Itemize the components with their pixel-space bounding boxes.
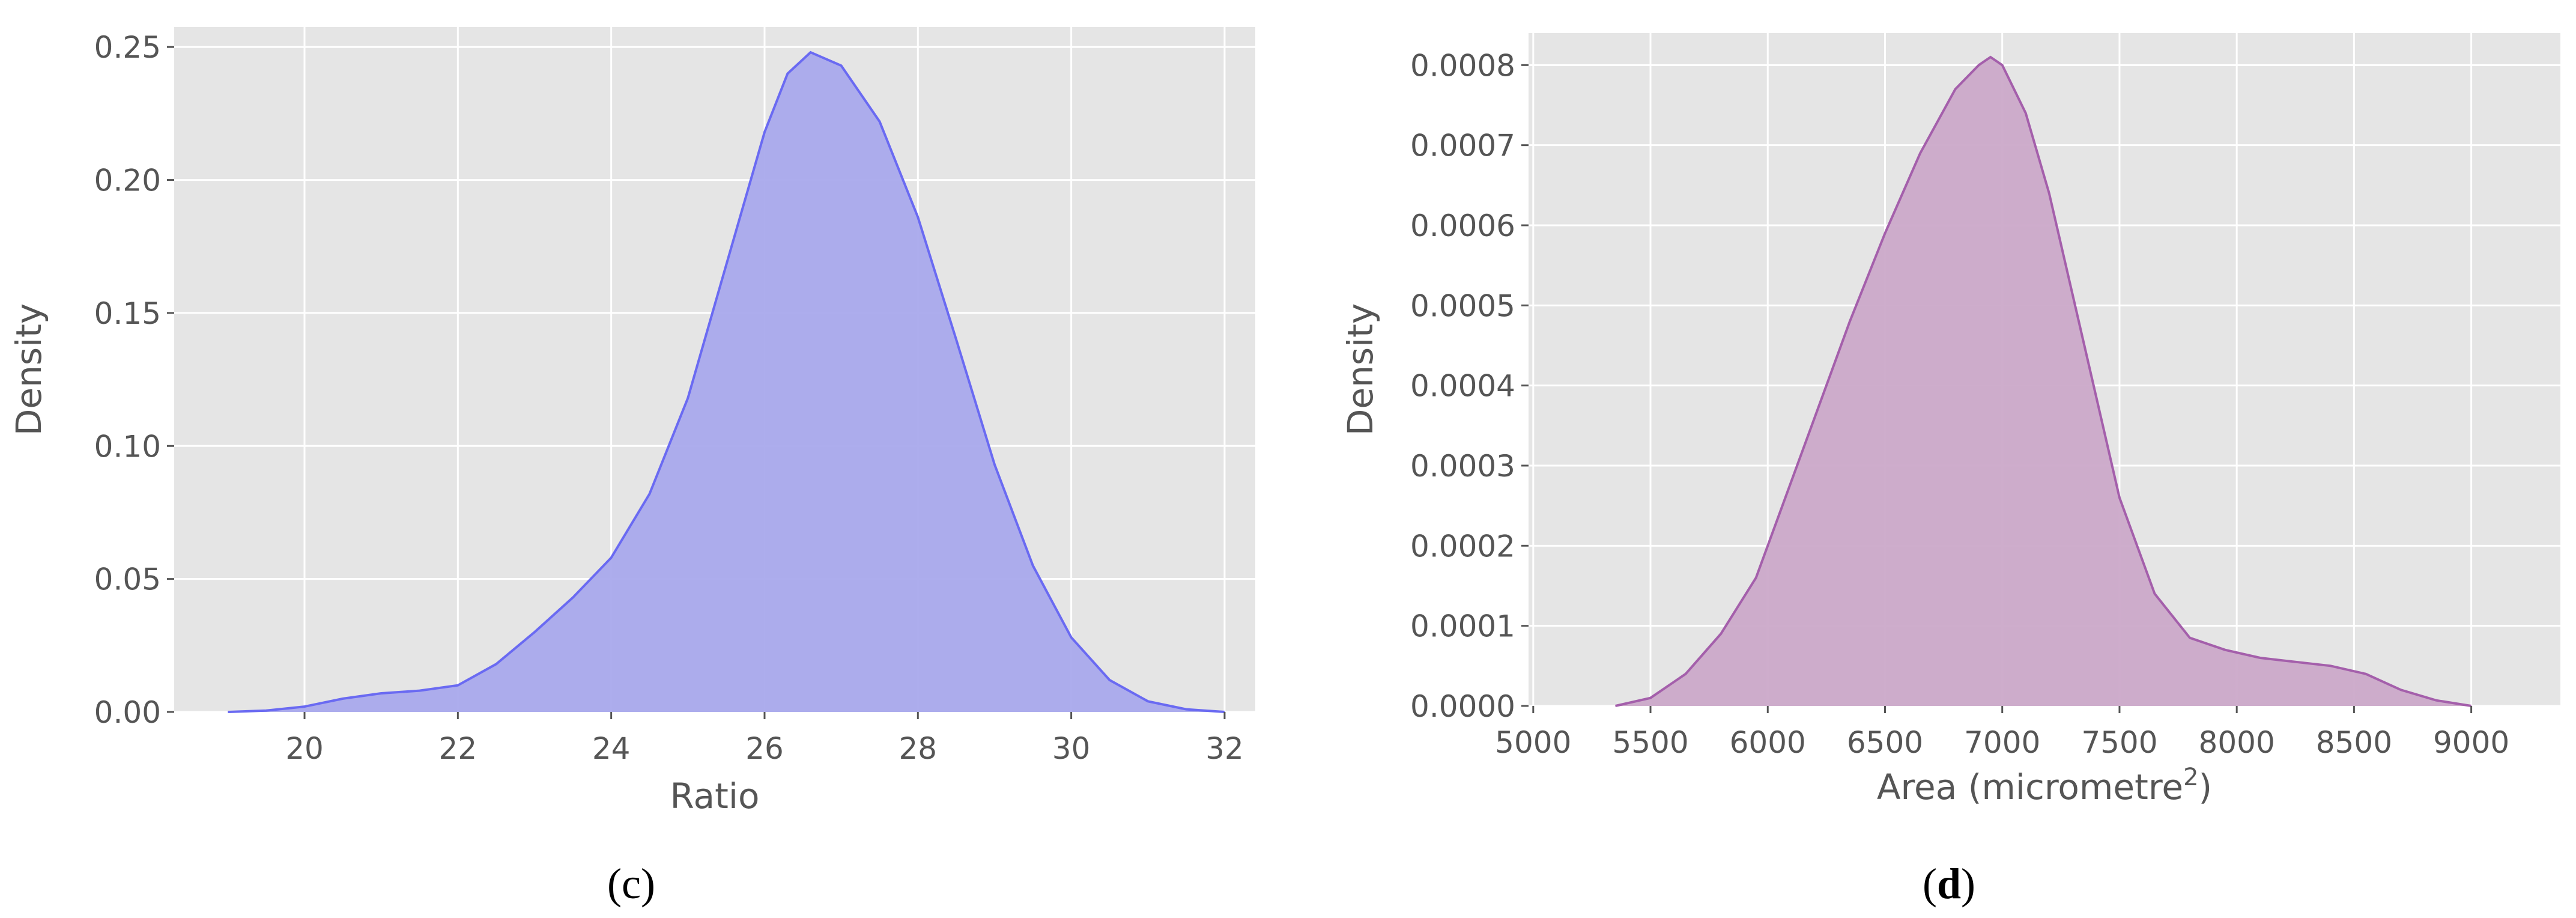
y-tick-label: 0.0005 [1410, 288, 1515, 323]
y-tick-label: 0.10 [94, 429, 161, 464]
x-tick-label: 6000 [1730, 725, 1806, 760]
density-line [1615, 55, 2471, 707]
x-axis-label: Area (micrometre2) [1877, 764, 2212, 807]
x-tick-label: 7000 [1964, 725, 2040, 760]
x-axis-label-suffix: ) [2199, 767, 2213, 807]
x-tick-label: 5000 [1495, 725, 1571, 760]
y-tick-label: 0.0001 [1410, 609, 1515, 644]
x-tick-label: 20 [285, 731, 324, 766]
x-tick-label: 24 [592, 731, 631, 766]
x-tick-label: 7500 [2081, 725, 2157, 760]
y-axis-label: Density [8, 303, 49, 436]
y-tick-label: 0.25 [94, 30, 161, 65]
x-tick-label: 8500 [2316, 725, 2392, 760]
caption-d-letter: d [1937, 860, 1961, 908]
x-tick-label: 26 [745, 731, 784, 766]
y-tick-label: 0.0000 [1410, 689, 1515, 724]
y-tick-label: 0.00 [94, 695, 161, 730]
y-tick-label: 0.0006 [1410, 208, 1515, 243]
y-tick-label: 0.05 [94, 562, 161, 597]
density-line [228, 50, 1225, 713]
y-tick-label: 0.15 [94, 296, 161, 331]
density-chart-c: 20 22 24 26 28 30 32 0.00 0.05 0.10 0.15 0.20 0.25 Ra… [8, 27, 1255, 816]
density-area [228, 52, 1225, 713]
x-tick-label: 9000 [2433, 725, 2509, 760]
y-tick-label: 0.0003 [1410, 449, 1515, 484]
y-tick-label: 0.0007 [1410, 129, 1515, 163]
caption-c-letter: c [622, 860, 641, 908]
y-tick-label: 0.0008 [1410, 48, 1515, 83]
x-tick-label: 5500 [1612, 725, 1688, 760]
x-axis-label-superscript: 2 [2183, 764, 2198, 791]
x-tick-label: 30 [1052, 731, 1091, 766]
caption-c: (c) [607, 860, 655, 908]
x-tick-label: 22 [439, 731, 477, 766]
x-tick-label: 6500 [1847, 725, 1923, 760]
y-tick-label: 0.20 [94, 163, 161, 198]
caption-d: (d) [1923, 860, 1975, 908]
x-tick-label: 28 [899, 731, 937, 766]
y-tick-label: 0.0004 [1410, 369, 1515, 404]
x-axis-label: Ratio [670, 776, 760, 816]
x-tick-label: 32 [1205, 731, 1244, 766]
y-tick-label: 0.0002 [1410, 529, 1515, 564]
density-chart-d: 5000 5500 6000 6500 7000 7500 8000 8500 9000 0.00… [1340, 33, 2560, 807]
y-axis-label: Density [1340, 303, 1381, 436]
density-area [1615, 57, 2471, 706]
x-tick-label: 8000 [2199, 725, 2275, 760]
